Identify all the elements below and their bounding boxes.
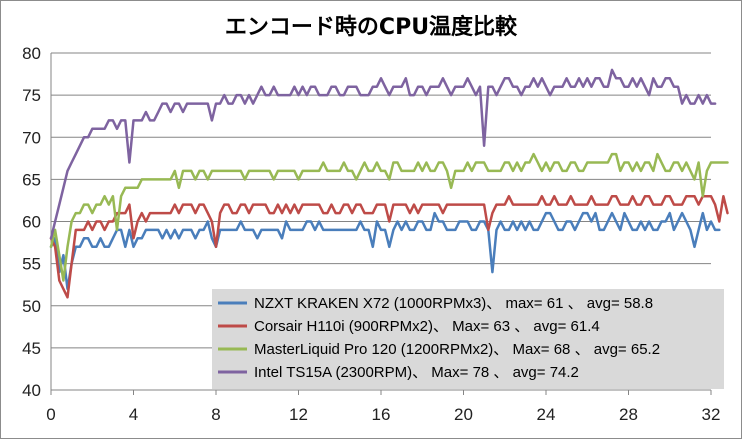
- series-line-2: [49, 194, 729, 299]
- legend-label-2: Corsair H110i (900RPMx2)、 Max= 63 、 avg=…: [254, 318, 600, 335]
- series-line-3: [49, 152, 729, 282]
- x-tick-label: 24: [537, 405, 556, 424]
- x-tick-label: 16: [372, 405, 391, 424]
- x-tick-label: 8: [211, 405, 220, 424]
- legend-label-4: Intel TS15A (2300RPM)、 Max= 78 、 avg= 74…: [254, 364, 579, 381]
- y-tick-label: 65: [22, 170, 41, 189]
- series-layer: [49, 68, 729, 299]
- x-tick-label: 0: [46, 405, 55, 424]
- x-tick-label: 28: [619, 405, 638, 424]
- y-tick-label: 80: [22, 44, 41, 63]
- legend-box: [212, 289, 724, 389]
- y-tick-label: 45: [22, 339, 41, 358]
- y-tick-label: 40: [22, 381, 41, 400]
- legend-label-1: NZXT KRAKEN X72 (1000RPMx3)、 max= 61 、 a…: [254, 295, 653, 312]
- y-tick-label: 50: [22, 297, 41, 316]
- legend: NZXT KRAKEN X72 (1000RPMx3)、 max= 61 、 a…: [212, 289, 724, 389]
- legend-label-3: MasterLiquid Pro 120 (1200RPMx2)、 Max= 6…: [254, 341, 660, 358]
- series-line-1: [49, 211, 721, 291]
- y-tick-label: 75: [22, 86, 41, 105]
- series-line-4: [49, 68, 717, 240]
- x-tick-label: 32: [702, 405, 721, 424]
- x-tick-label: 12: [289, 405, 308, 424]
- axes: 40 45 50 55 60 65 70 75 80 0 4 8 12 16 20 24 28 32: [22, 44, 720, 424]
- x-tick-label: 4: [129, 405, 138, 424]
- y-tick-label: 70: [22, 128, 41, 147]
- y-tick-label: 60: [22, 213, 41, 232]
- chart-title: エンコード時のCPU温度比較: [225, 14, 518, 40]
- y-tick-label: 55: [22, 255, 41, 274]
- x-tick-label: 20: [454, 405, 473, 424]
